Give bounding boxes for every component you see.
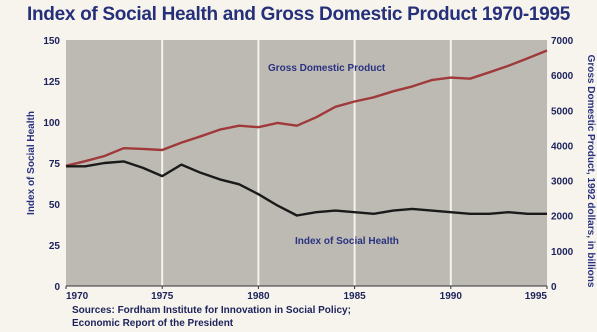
y-left-tick-150: 150 xyxy=(43,36,60,47)
x-tick-1990: 1990 xyxy=(440,291,463,302)
tick-labels: 0 25 50 75 100 125 150 0 1000 2000 3000 4000 5000 600… xyxy=(43,36,573,302)
x-tick-1975: 1975 xyxy=(151,291,174,302)
series-label-gdp: Gross Domestic Product xyxy=(268,63,386,74)
y-left-tick-75: 75 xyxy=(49,159,61,170)
chart-title: Index of Social Health and Gross Domesti… xyxy=(27,4,570,25)
series-line-social-health xyxy=(66,160,547,217)
axes xyxy=(65,285,548,289)
series-label-social-health: Index of Social Health xyxy=(295,236,399,247)
y-right-tick-3000: 3000 xyxy=(551,177,574,188)
plot-area xyxy=(66,40,547,286)
x-tick-1995: 1995 xyxy=(525,291,548,302)
y-right-tick-7000: 7000 xyxy=(551,36,574,47)
series-lines xyxy=(65,49,548,217)
y-right-tick-1000: 1000 xyxy=(551,247,574,258)
y-right-tick-0: 0 xyxy=(551,282,557,293)
y-right-tick-5000: 5000 xyxy=(551,106,574,117)
y-left-tick-0: 0 xyxy=(54,282,60,293)
y-axis-title-right: Gross Domestic Product, 1992 dollars, in… xyxy=(585,55,596,288)
y-left-tick-25: 25 xyxy=(49,241,61,252)
x-tick-1970: 1970 xyxy=(66,291,89,302)
vertical-gridlines xyxy=(161,40,452,286)
y-right-tick-2000: 2000 xyxy=(551,212,574,223)
source-note-line-2: Economic Report of the President xyxy=(72,318,234,329)
y-left-tick-50: 50 xyxy=(49,200,61,211)
y-left-tick-125: 125 xyxy=(43,77,60,88)
y-left-tick-100: 100 xyxy=(43,118,60,129)
series-line-gdp xyxy=(65,49,548,167)
x-tick-1980: 1980 xyxy=(247,291,270,302)
x-tick-1985: 1985 xyxy=(343,291,366,302)
source-note-line-1: Sources: Fordham Institute for Innovatio… xyxy=(72,305,351,316)
y-right-tick-4000: 4000 xyxy=(551,141,574,152)
y-axis-title-left: Index of Social Health xyxy=(26,111,37,215)
y-right-tick-6000: 6000 xyxy=(551,71,574,82)
